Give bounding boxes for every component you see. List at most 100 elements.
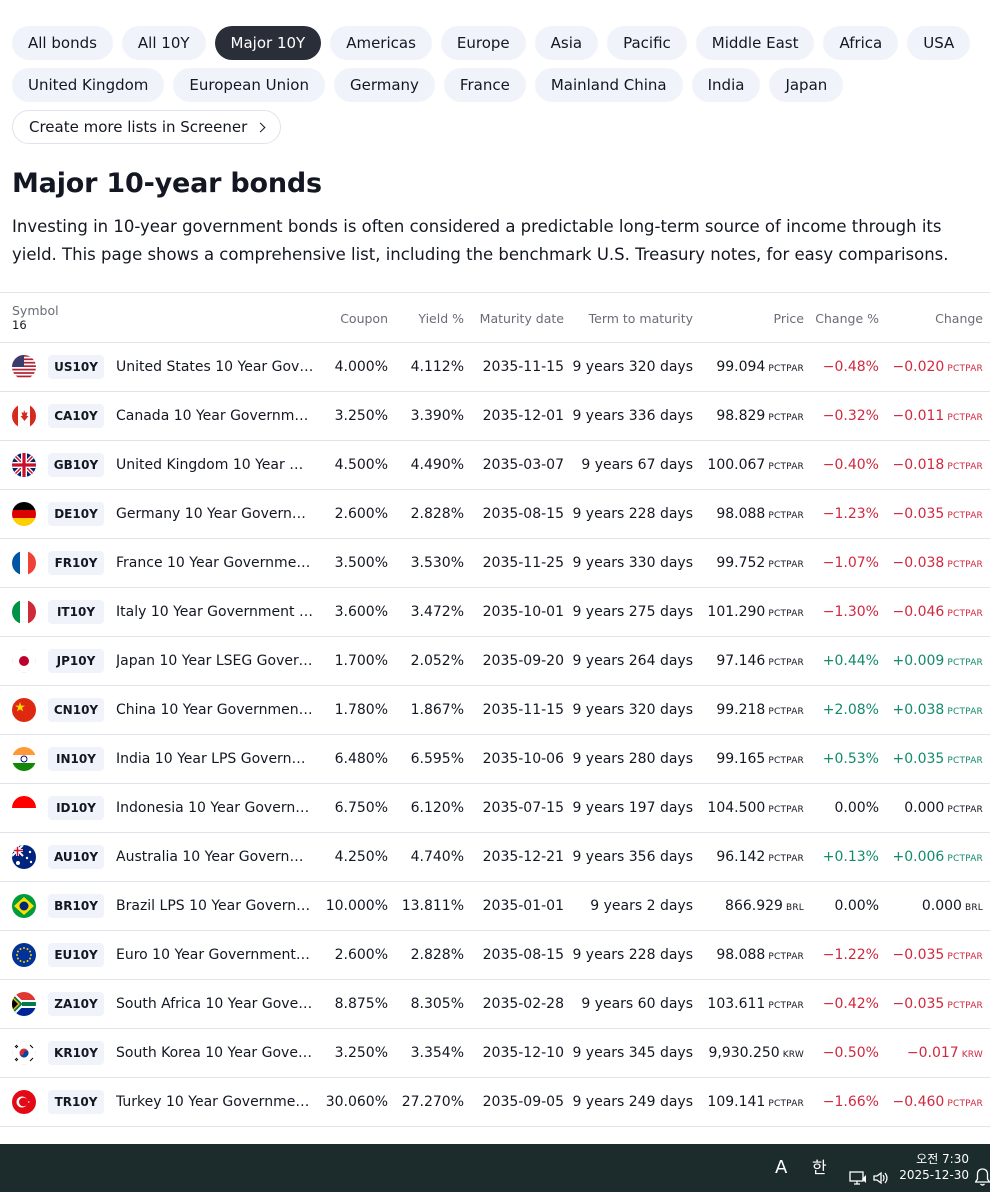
bond-name[interactable]: South Korea 10 Year Government Bonds: [116, 1045, 314, 1061]
symbol-ticker[interactable]: IN10Y: [48, 747, 104, 771]
symbol-ticker[interactable]: TR10Y: [48, 1090, 104, 1114]
table-row[interactable]: AU10Y Australia 10 Year Government Bonds 4…: [0, 833, 990, 882]
volume-icon[interactable]: [872, 1158, 890, 1185]
symbol-ticker[interactable]: IT10Y: [48, 600, 104, 624]
change-pct-cell: 0.00%: [834, 800, 879, 816]
price-value: 96.142: [716, 849, 766, 865]
table-row[interactable]: FR10Y France 10 Year Government Bonds 3.50…: [0, 539, 990, 588]
yield-header[interactable]: Yield %: [418, 311, 464, 326]
coupon-header[interactable]: Coupon: [340, 311, 388, 326]
price-unit: PCTPAR: [768, 952, 804, 962]
price-cell: 866.929 BRL: [725, 882, 804, 930]
filter-chip-india[interactable]: India: [691, 68, 761, 102]
filter-chip-japan[interactable]: Japan: [769, 68, 844, 102]
table-row[interactable]: IT10Y Italy 10 Year Government Bonds 3.600…: [0, 588, 990, 637]
term-cell: 9 years 320 days: [572, 359, 693, 375]
price-header[interactable]: Price: [773, 311, 805, 326]
change-value: −0.038: [892, 555, 945, 571]
bond-name[interactable]: Turkey 10 Year Government Bonds: [116, 1094, 314, 1110]
bond-name[interactable]: Canada 10 Year Government Bonds: [116, 408, 314, 424]
system-clock[interactable]: 오전 7:30 2025-12-30: [899, 1151, 969, 1183]
bond-name[interactable]: Australia 10 Year Government Bonds: [116, 849, 314, 865]
bond-name[interactable]: Italy 10 Year Government Bonds: [116, 604, 314, 620]
table-row[interactable]: IN10Y India 10 Year LPS Government Bonds 6…: [0, 735, 990, 784]
table-row[interactable]: BR10Y Brazil LPS 10 Year Government Bonds…: [0, 882, 990, 931]
bond-name[interactable]: Japan 10 Year LSEG Government Bonds: [116, 653, 314, 669]
bond-name[interactable]: Indonesia 10 Year Government Bonds: [116, 800, 314, 816]
symbol-ticker[interactable]: AU10Y: [48, 845, 104, 869]
symbol-ticker[interactable]: CN10Y: [48, 698, 104, 722]
filter-chip-european-union[interactable]: European Union: [173, 68, 325, 102]
symbol-ticker[interactable]: KR10Y: [48, 1041, 104, 1065]
filter-chip-all-10y[interactable]: All 10Y: [121, 26, 206, 60]
maturity-cell: 2035-08-15: [482, 947, 564, 963]
filter-chip-pacific[interactable]: Pacific: [607, 26, 687, 60]
bond-name[interactable]: Germany 10 Year Government Bonds: [116, 506, 314, 522]
windows-taskbar: A 한 오전 7:30 2025-12-30: [0, 1144, 990, 1192]
symbol-ticker[interactable]: EU10Y: [48, 943, 104, 967]
table-row[interactable]: CN10Y China 10 Year Government Bonds 1.780…: [0, 686, 990, 735]
filter-chip-united-kingdom[interactable]: United Kingdom: [12, 68, 165, 102]
filter-chip-major-10y[interactable]: Major 10Y: [214, 26, 322, 60]
filter-chip-germany[interactable]: Germany: [333, 68, 435, 102]
yield-cell: 3.354%: [410, 1045, 464, 1061]
filter-chip-middle-east[interactable]: Middle East: [695, 26, 815, 60]
symbol-ticker[interactable]: CA10Y: [48, 404, 104, 428]
change-header[interactable]: Change: [935, 311, 983, 326]
filter-chip-asia[interactable]: Asia: [534, 26, 599, 60]
change-unit: PCTPAR: [947, 756, 983, 766]
maturity-cell: 2035-10-06: [482, 751, 564, 767]
change-pct-cell: −0.48%: [822, 359, 879, 375]
filter-chip-americas[interactable]: Americas: [330, 26, 432, 60]
ime-mode-indicator[interactable]: A: [775, 1157, 788, 1178]
symbol-ticker[interactable]: FR10Y: [48, 551, 104, 575]
table-row[interactable]: CA10Y Canada 10 Year Government Bonds 3.25…: [0, 392, 990, 441]
symbol-ticker[interactable]: ZA10Y: [48, 992, 104, 1016]
maturity-header[interactable]: Maturity date: [479, 311, 564, 326]
bond-name[interactable]: India 10 Year LPS Government Bonds: [116, 751, 314, 767]
table-row[interactable]: JP10Y Japan 10 Year LSEG Government Bonds…: [0, 637, 990, 686]
change-unit: PCTPAR: [947, 364, 983, 374]
yield-cell: 1.867%: [410, 702, 464, 718]
filter-chip-africa[interactable]: Africa: [823, 26, 899, 60]
change-pct-header[interactable]: Change %: [815, 311, 879, 326]
table-row[interactable]: KR10Y South Korea 10 Year Government Bond…: [0, 1029, 990, 1078]
filter-chip-usa[interactable]: USA: [907, 26, 971, 60]
table-row[interactable]: GB10Y United Kingdom 10 Year Government B…: [0, 441, 990, 490]
bond-name[interactable]: China 10 Year Government Bonds: [116, 702, 314, 718]
table-row[interactable]: US10Y United States 10 Year Government Bo…: [0, 343, 990, 392]
symbol-ticker[interactable]: US10Y: [48, 355, 104, 379]
flag-in-icon: [12, 747, 36, 771]
symbol-ticker[interactable]: BR10Y: [48, 894, 104, 918]
symbol-ticker[interactable]: JP10Y: [48, 649, 104, 673]
symbol-header[interactable]: Symbol 16: [12, 303, 59, 333]
notification-bell-icon[interactable]: [974, 1158, 990, 1186]
maturity-cell: 2035-12-10: [482, 1045, 564, 1061]
bond-name[interactable]: France 10 Year Government Bonds: [116, 555, 314, 571]
filter-chip-mainland-china[interactable]: Mainland China: [534, 68, 683, 102]
bond-name[interactable]: Brazil LPS 10 Year Government Bonds: [116, 898, 314, 914]
table-row[interactable]: ID10Y Indonesia 10 Year Government Bonds 6…: [0, 784, 990, 833]
maturity-cell: 2035-01-01: [482, 898, 564, 914]
bond-name[interactable]: South Africa 10 Year Government Bonds: [116, 996, 314, 1012]
filter-chip-all-bonds[interactable]: All bonds: [12, 26, 113, 60]
symbol-ticker[interactable]: ID10Y: [48, 796, 104, 820]
bond-name[interactable]: United Kingdom 10 Year Government Bonds: [116, 457, 314, 473]
table-row[interactable]: DE10Y Germany 10 Year Government Bonds 2.6…: [0, 490, 990, 539]
bond-name[interactable]: Euro 10 Year Government Bonds: [116, 947, 314, 963]
filter-chip-europe[interactable]: Europe: [440, 26, 526, 60]
network-icon[interactable]: [849, 1158, 867, 1185]
table-row[interactable]: EU10Y Euro 10 Year Government Bonds 2.600%…: [0, 931, 990, 980]
symbol-ticker[interactable]: GB10Y: [48, 453, 104, 477]
bond-name[interactable]: United States 10 Year Government Bonds: [116, 359, 314, 375]
table-row[interactable]: ZA10Y South Africa 10 Year Government Bon…: [0, 980, 990, 1029]
filter-chip-france[interactable]: France: [443, 68, 526, 102]
symbol-ticker[interactable]: DE10Y: [48, 502, 104, 526]
create-screener-list-button[interactable]: Create more lists in Screener: [12, 110, 282, 144]
flag-de-icon: [12, 502, 36, 526]
change-cell: 0.000 BRL: [922, 882, 983, 930]
table-row[interactable]: TR10Y Turkey 10 Year Government Bonds 30.0…: [0, 1078, 990, 1127]
term-header[interactable]: Term to maturity: [588, 311, 693, 326]
term-cell: 9 years 320 days: [572, 702, 693, 718]
ime-language-indicator[interactable]: 한: [812, 1158, 827, 1177]
